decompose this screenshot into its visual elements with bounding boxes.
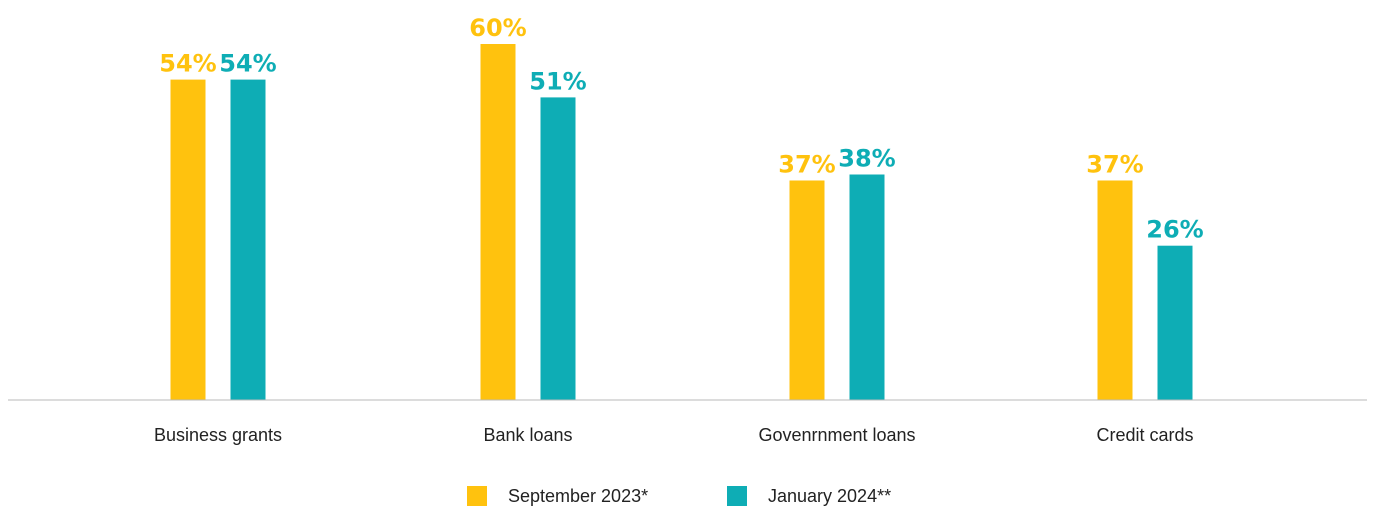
- legend-swatch-series-1: [467, 486, 487, 506]
- bar-credit-cards-series-2: [1157, 245, 1193, 400]
- value-label-credit-cards-series-1: 37%: [1086, 151, 1143, 179]
- bar-govenrnment-loans-series-2: [849, 174, 885, 400]
- bar-business-grants-series-1: [170, 79, 206, 400]
- value-label-bank-loans-series-2: 51%: [529, 67, 586, 95]
- value-label-govenrnment-loans-series-1: 37%: [778, 151, 835, 179]
- bar-govenrnment-loans-series-1: [789, 180, 825, 400]
- value-labels-layer: 54% 54%60%51%37% 38% 37%26%: [159, 14, 1203, 244]
- legend-swatch-series-2: [727, 486, 747, 506]
- legend-label-series-2: January 2024**: [768, 486, 891, 506]
- value-label-govenrnment-loans-series-2: 38%: [838, 145, 895, 173]
- category-label-govenrnment-loans: Govenrnment loans: [758, 425, 915, 445]
- value-label-business-grants-series-2: 54%: [219, 50, 276, 78]
- bar-bank-loans-series-1: [480, 44, 516, 400]
- bar-business-grants-series-2: [230, 79, 266, 400]
- legend-label-series-1: September 2023*: [508, 486, 648, 506]
- value-label-business-grants-series-1: 54%: [159, 50, 216, 78]
- value-label-credit-cards-series-2: 26%: [1146, 216, 1203, 244]
- bar-credit-cards-series-1: [1097, 180, 1133, 400]
- category-label-business-grants: Business grants: [154, 425, 282, 445]
- legend: September 2023* January 2024**: [467, 486, 891, 506]
- bars-layer: [170, 44, 1193, 401]
- bar-bank-loans-series-2: [540, 97, 576, 401]
- category-labels-layer: Business grants Bank loans Govenrnment loa…: [154, 425, 1194, 445]
- category-label-bank-loans: Bank loans: [483, 425, 572, 445]
- category-label-credit-cards: Credit cards: [1096, 425, 1193, 445]
- value-label-bank-loans-series-1: 60%: [469, 14, 526, 42]
